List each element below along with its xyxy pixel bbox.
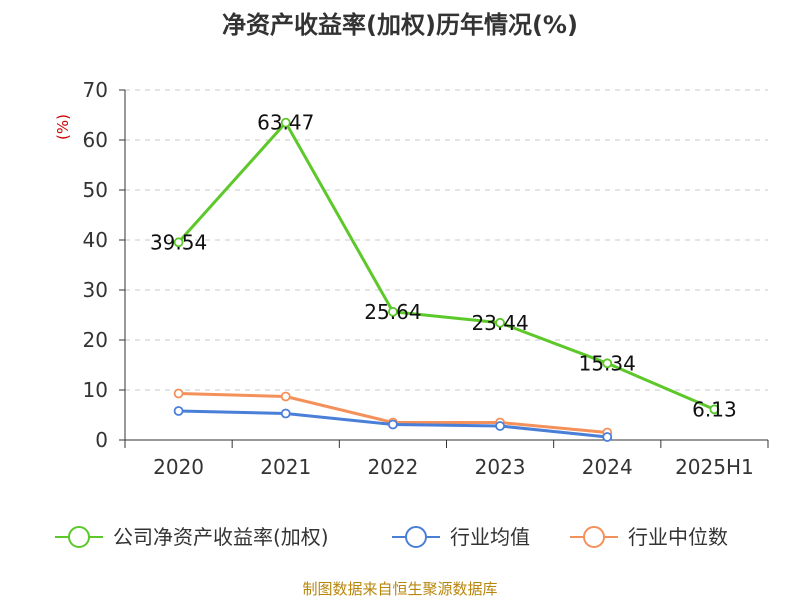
data-point: [173, 237, 184, 248]
series-1: [173, 406, 613, 442]
series-line: [177, 121, 716, 411]
data-point: [495, 317, 505, 328]
legend-item: 公司净资产收益率(加权): [55, 525, 329, 549]
data-label: 6.13: [692, 397, 737, 421]
legend-label: 行业中位数: [628, 525, 728, 549]
x-tick-label: 2022: [367, 455, 418, 479]
legend-item: 行业均值: [392, 525, 530, 549]
legend-label: 公司净资产收益率(加权): [113, 525, 329, 549]
series-0: [173, 117, 720, 415]
data-point: [495, 421, 505, 431]
data-labels: 39.54 63.47 25.64 23.44 15.34 6.13: [150, 111, 737, 422]
y-tick-label: 30: [83, 278, 108, 302]
x-tick-label: 2021: [260, 455, 311, 479]
data-label: 63.47: [257, 111, 314, 135]
legend: 公司净资产收益率(加权) 行业均值 行业中位数: [55, 525, 728, 549]
x-tick-label: 2024: [582, 455, 633, 479]
data-point: [602, 358, 613, 369]
y-tick-label: 0: [95, 428, 108, 452]
grid: [125, 89, 768, 391]
data-point: [388, 306, 398, 317]
legend-marker: [68, 526, 90, 548]
y-tick-label: 20: [83, 328, 108, 352]
data-point: [602, 432, 613, 442]
data-point: [388, 419, 398, 430]
y-tick-label: 60: [83, 128, 108, 152]
x-tick-label: 2023: [475, 455, 526, 479]
axes: 0 10 20 30 40 50 60 70 2020 2021 2022 2023 2024 2025H…: [83, 78, 769, 479]
y-tick-label: 10: [83, 378, 108, 402]
chart-title: 净资产收益率(加权)历年情况(%): [222, 11, 578, 39]
source-note: 制图数据来自恒生聚源数据库: [302, 580, 497, 598]
data-point: [173, 406, 184, 416]
data-label: 25.64: [364, 300, 421, 324]
data-point: [280, 117, 291, 128]
y-tick-label: 40: [83, 228, 108, 252]
data-label: 39.54: [150, 230, 207, 254]
y-tick-label: 50: [83, 178, 108, 202]
data-label: 23.44: [471, 311, 528, 335]
legend-marker: [583, 526, 605, 548]
legend-label: 行业均值: [450, 525, 530, 549]
data-label: 15.34: [579, 351, 636, 375]
series-layer: [173, 117, 720, 442]
data-point: [709, 404, 720, 415]
y-tick-label: 70: [83, 78, 108, 102]
legend-item: 行业中位数: [570, 525, 728, 549]
x-tick-label: 2020: [153, 455, 204, 479]
x-tick-label: 2025H1: [675, 455, 754, 479]
data-point: [173, 388, 184, 399]
legend-marker: [405, 526, 427, 548]
data-point: [280, 391, 291, 402]
y-axis-label: (%): [54, 114, 72, 140]
data-point: [280, 408, 291, 419]
